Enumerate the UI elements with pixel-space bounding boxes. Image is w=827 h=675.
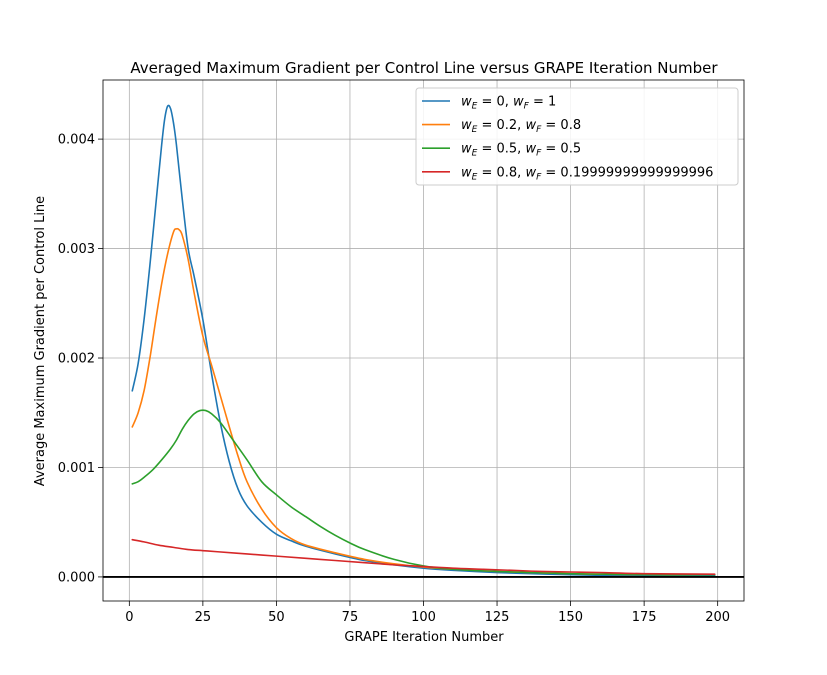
y-tick-label-0: 0.000: [58, 570, 95, 585]
x-tick-label-0: 0: [125, 610, 133, 625]
y-axis-ticks: 0.000 0.001 0.002 0.003 0.004: [58, 133, 103, 585]
y-tick-label-2: 0.002: [58, 352, 95, 367]
series-line-0: [131, 104, 716, 577]
x-tick-label-1: 25: [195, 610, 212, 625]
x-axis-label: GRAPE Iteration Number: [344, 630, 504, 645]
x-tick-label-2: 50: [268, 610, 285, 625]
x-tick-label-8: 200: [705, 610, 730, 625]
legend-label-2: wE = 0.5, wF = 0.5: [461, 142, 581, 159]
x-tick-label-4: 100: [411, 610, 436, 625]
y-tick-label-1: 0.001: [58, 461, 95, 476]
x-tick-label-7: 175: [632, 610, 657, 625]
legend: wE = 0, wF = 1 wE = 0.2, wF = 0.8 wE = 0.5…: [415, 87, 739, 186]
chart-title: Averaged Maximum Gradient per Control Li…: [130, 59, 718, 77]
legend-label-1: wE = 0.2, wF = 0.8: [461, 118, 581, 135]
series-line-3: [131, 538, 716, 575]
x-axis-ticks: 0 25 50 75 100 125 150 175 200: [125, 601, 730, 625]
legend-box: [415, 87, 739, 186]
legend-label-3: wE = 0.8, wF = 0.19999999999999996: [461, 165, 713, 182]
legend-label-0: wE = 0, wF = 1: [461, 95, 556, 112]
y-tick-label-3: 0.003: [58, 242, 95, 257]
series-lines: [131, 104, 716, 577]
x-tick-label-6: 150: [558, 610, 583, 625]
y-tick-label-4: 0.004: [58, 133, 95, 148]
x-tick-label-3: 75: [342, 610, 359, 625]
x-tick-label-5: 125: [485, 610, 510, 625]
y-axis-label: Average Maximum Gradient per Control Lin…: [33, 196, 48, 486]
